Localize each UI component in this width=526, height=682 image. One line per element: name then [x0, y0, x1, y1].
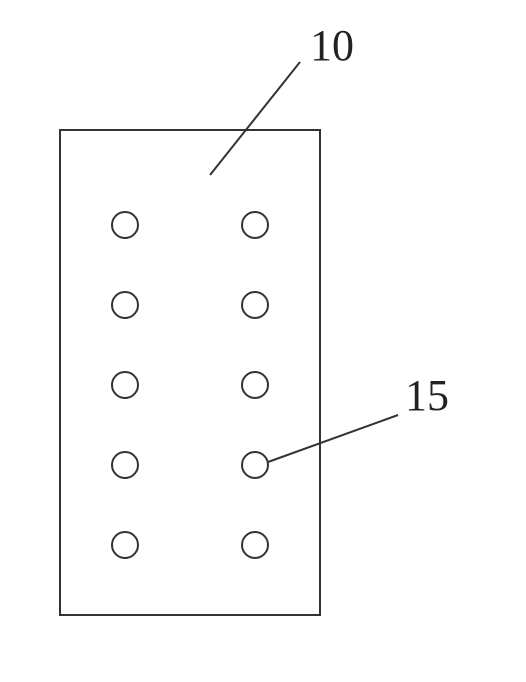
canvas-background [0, 0, 526, 682]
callout-label-15: 15 [405, 371, 449, 420]
callout-label-10: 10 [310, 21, 354, 70]
